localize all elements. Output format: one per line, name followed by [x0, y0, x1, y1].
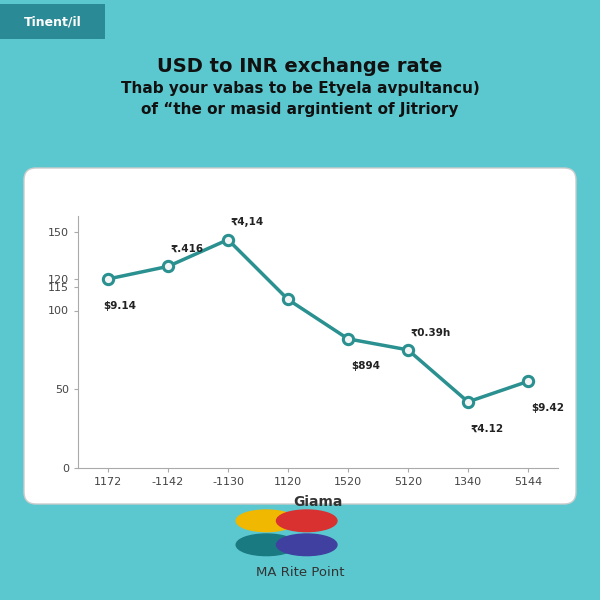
Point — [103, 274, 113, 284]
Text: Tinent/il: Tinent/il — [23, 15, 82, 28]
Text: ₹4,14: ₹4,14 — [231, 217, 264, 227]
X-axis label: Giama: Giama — [293, 496, 343, 509]
Circle shape — [277, 534, 337, 556]
Point — [403, 345, 413, 355]
Point — [343, 334, 353, 344]
Text: $9.42: $9.42 — [531, 403, 564, 413]
Text: ₹.416: ₹.416 — [171, 244, 204, 254]
Point — [283, 295, 293, 304]
Circle shape — [236, 534, 296, 556]
Text: MA Rite Point: MA Rite Point — [256, 566, 344, 579]
Point — [523, 377, 533, 386]
Text: $9.14: $9.14 — [103, 301, 136, 311]
Point — [463, 397, 473, 407]
Text: Thab your vabas to be Etyela avpultancu): Thab your vabas to be Etyela avpultancu) — [121, 81, 479, 96]
Point — [223, 235, 233, 244]
Text: ₹4.12: ₹4.12 — [471, 424, 504, 434]
Point — [163, 262, 173, 271]
Text: of “the or masid argintient of Jitriory: of “the or masid argintient of Jitriory — [141, 102, 459, 117]
Text: USD to INR exchange rate: USD to INR exchange rate — [157, 57, 443, 76]
Text: ₹0.39h: ₹0.39h — [411, 327, 451, 337]
Circle shape — [277, 510, 337, 532]
Circle shape — [236, 510, 296, 532]
Text: $894: $894 — [351, 361, 380, 371]
